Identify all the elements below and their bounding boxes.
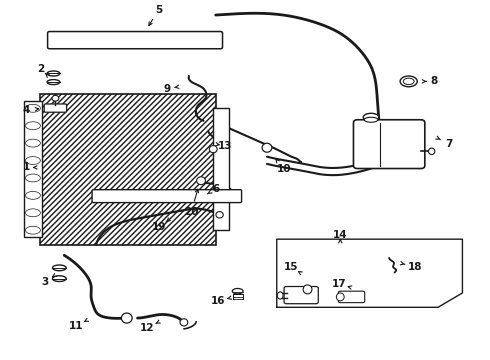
- Ellipse shape: [122, 313, 132, 323]
- Text: 5: 5: [155, 5, 162, 15]
- Ellipse shape: [25, 157, 40, 165]
- FancyBboxPatch shape: [44, 104, 67, 112]
- Text: 9: 9: [163, 84, 171, 94]
- Ellipse shape: [25, 104, 40, 112]
- Ellipse shape: [363, 113, 379, 121]
- Ellipse shape: [277, 292, 283, 299]
- Ellipse shape: [52, 276, 66, 282]
- Ellipse shape: [25, 122, 40, 130]
- Text: 8: 8: [431, 76, 438, 86]
- Ellipse shape: [52, 95, 59, 101]
- Ellipse shape: [25, 209, 40, 217]
- Ellipse shape: [209, 145, 217, 153]
- Text: 19: 19: [151, 222, 166, 232]
- Text: 18: 18: [408, 262, 422, 272]
- Text: 20: 20: [184, 207, 198, 217]
- Ellipse shape: [336, 293, 344, 301]
- Text: 6: 6: [212, 184, 220, 194]
- Bar: [24, 101, 42, 237]
- Text: 1: 1: [23, 162, 30, 172]
- Ellipse shape: [196, 177, 205, 185]
- Text: 12: 12: [140, 323, 154, 333]
- Ellipse shape: [47, 71, 60, 76]
- Ellipse shape: [303, 285, 312, 294]
- Ellipse shape: [428, 148, 435, 154]
- Text: 17: 17: [332, 279, 346, 289]
- Text: 7: 7: [445, 139, 453, 149]
- Text: 14: 14: [333, 230, 347, 239]
- Ellipse shape: [403, 78, 414, 85]
- FancyBboxPatch shape: [92, 190, 242, 203]
- Ellipse shape: [25, 226, 40, 234]
- Bar: [53, 268, 66, 279]
- Ellipse shape: [25, 192, 40, 199]
- Text: 11: 11: [69, 321, 84, 331]
- Text: 10: 10: [277, 164, 292, 174]
- Bar: [40, 94, 216, 244]
- Text: 4: 4: [23, 105, 30, 115]
- FancyBboxPatch shape: [353, 120, 425, 168]
- Text: 2: 2: [37, 64, 45, 74]
- FancyBboxPatch shape: [48, 32, 222, 49]
- FancyBboxPatch shape: [284, 287, 318, 304]
- Ellipse shape: [400, 76, 417, 87]
- Ellipse shape: [47, 80, 60, 85]
- Ellipse shape: [25, 139, 40, 147]
- Bar: [213, 108, 229, 230]
- Text: 16: 16: [211, 296, 225, 306]
- Bar: [48, 73, 59, 82]
- Ellipse shape: [25, 174, 40, 182]
- Text: 15: 15: [284, 262, 299, 272]
- Ellipse shape: [364, 117, 378, 122]
- Ellipse shape: [180, 319, 188, 326]
- Ellipse shape: [52, 265, 66, 271]
- FancyBboxPatch shape: [338, 291, 365, 303]
- Ellipse shape: [232, 288, 243, 294]
- Text: 13: 13: [218, 141, 233, 151]
- Ellipse shape: [216, 212, 223, 218]
- Text: 3: 3: [41, 277, 49, 287]
- Ellipse shape: [262, 143, 272, 152]
